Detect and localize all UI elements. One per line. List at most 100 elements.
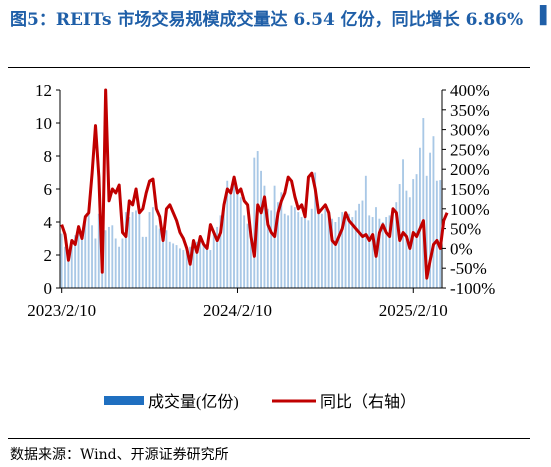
bar-volume bbox=[249, 231, 252, 288]
bar-volume bbox=[419, 147, 421, 288]
bar-volume bbox=[108, 226, 110, 288]
bar-volume bbox=[334, 222, 337, 288]
bar-volume bbox=[97, 213, 100, 288]
bar-volume bbox=[425, 175, 428, 288]
bar-volume bbox=[162, 238, 164, 288]
bar-volume bbox=[358, 203, 361, 288]
bar-volume bbox=[189, 246, 191, 288]
right-tick-label: 50% bbox=[450, 220, 481, 239]
legend-bar-swatch bbox=[104, 396, 144, 405]
bar-volume bbox=[287, 215, 290, 288]
bar-volume bbox=[320, 213, 323, 288]
top-rule bbox=[8, 67, 530, 68]
bottom-rule bbox=[8, 438, 530, 439]
bar-volume bbox=[280, 192, 283, 288]
bar-volume bbox=[104, 230, 107, 288]
bar-volume bbox=[317, 212, 320, 288]
bar-volume bbox=[185, 251, 188, 288]
bar-volume bbox=[155, 225, 158, 288]
bar-volume bbox=[60, 233, 63, 288]
right-tick-label: 200% bbox=[450, 160, 490, 179]
bar-volume bbox=[145, 236, 148, 288]
bar-volume bbox=[212, 230, 215, 288]
bar-volume bbox=[118, 246, 121, 288]
bar-volume bbox=[351, 217, 354, 288]
bar-volume bbox=[202, 245, 205, 288]
bar-volume bbox=[314, 172, 317, 288]
right-tick-label: 300% bbox=[450, 121, 490, 140]
bar-volume bbox=[148, 212, 151, 288]
bar-volume bbox=[94, 238, 97, 288]
bar-volume bbox=[158, 228, 161, 288]
left-tick-label: 2 bbox=[44, 246, 53, 265]
bar-volume bbox=[229, 192, 232, 288]
bar-volume bbox=[385, 217, 388, 288]
bar-volume bbox=[283, 213, 286, 288]
bar-volume bbox=[277, 202, 279, 288]
bar-volume bbox=[124, 212, 127, 288]
bar-volume bbox=[243, 215, 246, 288]
bar-volume bbox=[293, 207, 296, 288]
bar-volume bbox=[344, 218, 347, 288]
bar-volume bbox=[121, 238, 124, 288]
left-tick-label: 10 bbox=[35, 114, 52, 133]
left-tick-label: 4 bbox=[44, 213, 53, 232]
bar-volume bbox=[182, 250, 185, 288]
bar-volume bbox=[64, 246, 66, 288]
bar-volume bbox=[192, 245, 195, 288]
bar-volume bbox=[114, 238, 117, 288]
bar-volume bbox=[324, 208, 327, 288]
bar-volume bbox=[270, 210, 273, 288]
right-tick-label: -100% bbox=[450, 279, 495, 298]
bar-volume bbox=[260, 170, 262, 288]
bar-volume bbox=[435, 180, 438, 288]
bar-volume bbox=[128, 217, 131, 288]
left-tick-label: 12 bbox=[35, 81, 52, 100]
bar-volume bbox=[216, 226, 219, 288]
bar-volume bbox=[239, 197, 242, 288]
bar-volume bbox=[151, 207, 154, 288]
bar-volume bbox=[74, 235, 77, 288]
edge-mark-top: ▌ bbox=[540, 6, 551, 26]
bar-volume bbox=[327, 215, 330, 288]
bar-volume bbox=[77, 228, 80, 288]
bar-volume bbox=[422, 118, 425, 288]
bar-volume bbox=[195, 241, 198, 288]
bar-volume bbox=[226, 180, 229, 288]
bar-volume bbox=[206, 246, 208, 288]
bar-volume bbox=[266, 208, 269, 288]
bar-volume bbox=[354, 210, 357, 288]
bar-volume bbox=[310, 208, 313, 288]
bar-volume bbox=[175, 245, 178, 288]
x-tick-label: 2024/2/10 bbox=[203, 301, 272, 320]
bar-volume bbox=[111, 225, 114, 288]
bar-volume bbox=[368, 215, 371, 288]
bar-volume bbox=[331, 218, 333, 288]
left-tick-label: 6 bbox=[44, 180, 53, 199]
bar-volume bbox=[172, 243, 175, 288]
bar-volume bbox=[141, 236, 144, 288]
bar-volume bbox=[371, 217, 374, 288]
source-note: 数据来源：Wind、开源证券研究所 bbox=[10, 447, 229, 463]
bar-volume bbox=[297, 212, 300, 288]
bar-volume bbox=[70, 243, 73, 288]
bar-volume bbox=[165, 230, 168, 288]
bar-volume bbox=[236, 193, 239, 288]
bar-volume bbox=[432, 136, 435, 288]
bar-volume bbox=[209, 250, 212, 288]
bar-volume bbox=[219, 215, 222, 288]
x-tick-label: 2025/2/10 bbox=[379, 301, 448, 320]
bar-volume bbox=[337, 217, 340, 288]
bar-volume bbox=[395, 202, 398, 288]
bar-volume bbox=[341, 212, 344, 288]
bar-volume bbox=[253, 157, 256, 288]
chart-canvas: 024681012-100%-50%0%50%100%150%200%250%3… bbox=[27, 81, 495, 411]
bar-volume bbox=[402, 159, 404, 288]
bar-volume bbox=[91, 225, 93, 288]
bar-volume bbox=[135, 210, 137, 288]
bar-volume bbox=[439, 180, 442, 288]
bar-volume bbox=[222, 207, 225, 288]
legend-bar-label: 成交量(亿份) bbox=[148, 393, 239, 411]
bar-volume bbox=[307, 220, 310, 288]
right-tick-label: 0% bbox=[450, 239, 473, 258]
